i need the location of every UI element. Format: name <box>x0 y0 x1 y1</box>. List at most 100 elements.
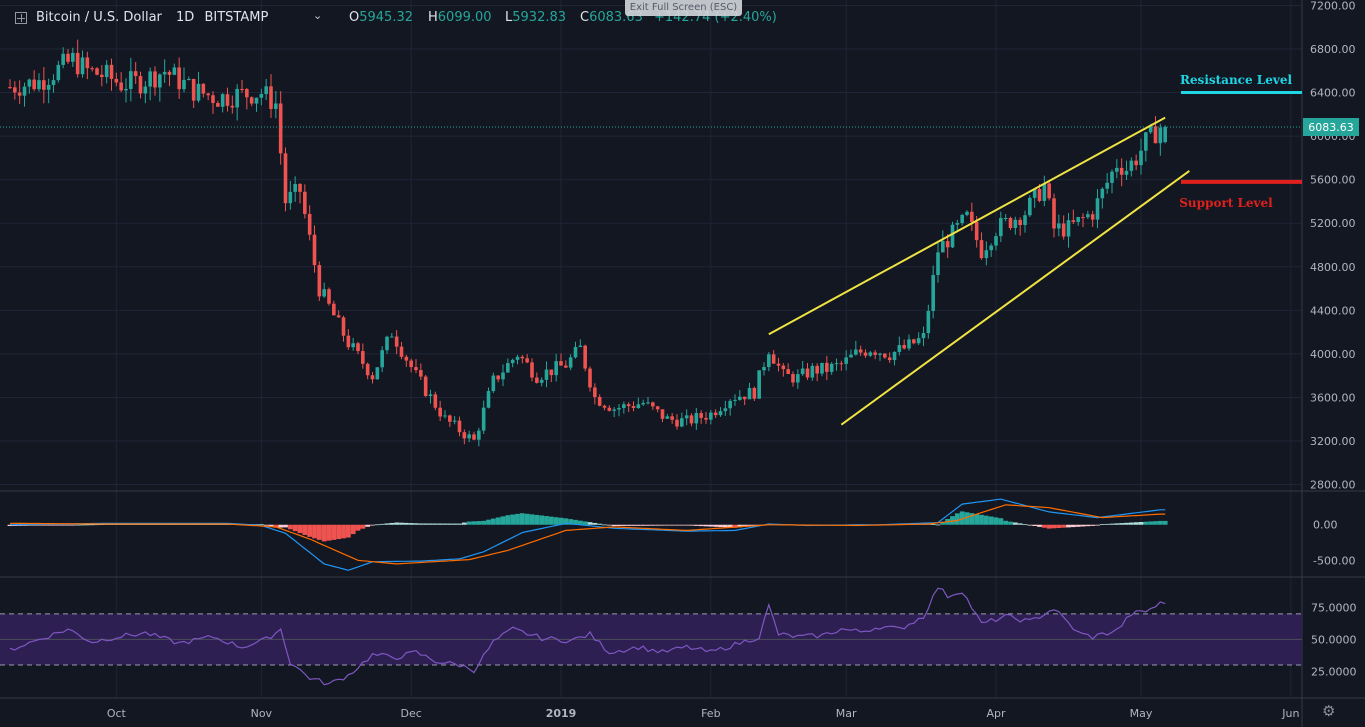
macd-histogram-bar <box>1124 522 1129 525</box>
macd-histogram-bar <box>1143 521 1149 525</box>
candlestick-series[interactable] <box>8 39 1167 447</box>
candle-body <box>191 78 196 101</box>
candle-body <box>631 406 636 408</box>
macd-histogram-bar <box>418 523 424 525</box>
candle-body <box>259 94 264 98</box>
candle-body <box>288 191 293 204</box>
macd-pane[interactable] <box>7 498 1168 571</box>
macd-histogram-bar <box>1027 524 1033 526</box>
macd-histogram-bar <box>432 523 438 525</box>
candle-body <box>162 71 167 75</box>
macd-histogram-bar <box>635 524 641 526</box>
candle-body <box>568 357 573 368</box>
candle-body <box>955 223 960 225</box>
macd-histogram-bar <box>732 524 738 528</box>
macd-histogram-bar <box>587 522 593 525</box>
candle-body <box>916 338 921 344</box>
macd-histogram-bar <box>384 523 390 525</box>
candle-body <box>245 89 249 98</box>
candle-body <box>85 57 90 69</box>
last-price-label: 6083.63 <box>1308 121 1354 134</box>
macd-histogram-bar <box>645 524 651 526</box>
candle-body <box>90 68 94 70</box>
price-tick-label: 4000.00 <box>1310 348 1356 361</box>
exchange-label: BITSTAMP <box>204 10 269 25</box>
macd-histogram-bar <box>563 518 569 525</box>
candle-body <box>829 363 834 372</box>
macd-histogram-bar <box>466 521 472 525</box>
macd-histogram-bar <box>283 524 288 528</box>
macd-histogram-bar <box>292 524 298 532</box>
candle-body <box>892 351 897 361</box>
gear-icon[interactable]: ⚙ <box>1322 702 1336 720</box>
macd-histogram-bar <box>471 521 477 525</box>
macd-histogram-bar <box>75 524 81 526</box>
macd-histogram-bar <box>99 524 105 526</box>
macd-histogram-bar <box>621 524 627 526</box>
macd-histogram-bar <box>1157 520 1163 525</box>
macd-histogram-bar <box>1138 522 1144 525</box>
macd-histogram-bar <box>950 516 955 525</box>
macd-line <box>10 498 1166 571</box>
macd-histogram-bar <box>379 523 385 525</box>
candle-body <box>578 345 583 348</box>
macd-histogram-bar <box>437 523 443 525</box>
interval-label: 1D <box>176 10 195 25</box>
macd-histogram-bar <box>935 524 941 526</box>
candle-body <box>491 375 496 392</box>
candle-body <box>501 372 505 380</box>
candle-body <box>477 430 481 440</box>
candle-body <box>887 357 892 361</box>
plus-square-icon[interactable] <box>15 12 27 24</box>
macd-histogram-bar <box>597 523 603 525</box>
candle-body <box>1057 223 1061 229</box>
candle-body <box>230 105 235 108</box>
candle-body <box>332 303 336 316</box>
macd-histogram-bar <box>611 524 617 527</box>
candle-body <box>472 434 476 440</box>
macd-histogram-bar <box>1017 523 1023 525</box>
candle-body <box>912 339 916 344</box>
macd-histogram-bar <box>89 524 95 526</box>
candle-body <box>1119 167 1124 175</box>
macd-histogram-bar <box>80 524 85 526</box>
macd-histogram-bar <box>1070 524 1076 528</box>
candle-body <box>554 361 558 376</box>
macd-histogram-bar <box>457 523 462 525</box>
candle-body <box>1037 188 1042 201</box>
macd-histogram-bar <box>70 524 76 526</box>
macd-histogram-bar <box>1061 524 1067 528</box>
candle-body <box>1086 214 1090 218</box>
candle-body <box>481 407 486 431</box>
candle-body <box>660 409 665 419</box>
exit-fullscreen-button[interactable]: Exit Full Screen (ESC) <box>625 0 742 16</box>
symbol-info[interactable]: Bitcoin / U.S. Dollar 1D BITSTAMP <box>36 10 268 25</box>
macd-histogram-bar <box>307 524 313 537</box>
candle-body <box>462 432 467 439</box>
macd-histogram-bar <box>1119 523 1125 525</box>
macd-histogram-bar <box>1041 524 1047 528</box>
candle-body <box>931 274 935 311</box>
macd-histogram-bar <box>403 522 409 525</box>
rsi-pane[interactable] <box>0 587 1302 686</box>
macd-histogram-bar <box>447 523 453 525</box>
chevron-down-icon[interactable]: ⌄ <box>313 9 323 22</box>
candle-body <box>738 396 742 400</box>
candle-body <box>220 94 225 107</box>
candle-body <box>100 74 104 78</box>
macd-histogram-bar <box>582 521 588 525</box>
macd-histogram-bar <box>979 514 984 525</box>
candle-body <box>201 83 206 94</box>
candle-body <box>781 365 786 370</box>
candle-body <box>351 343 355 348</box>
wedge-trendline[interactable] <box>840 170 1190 426</box>
macd-histogram-bar <box>1080 524 1086 527</box>
candle-body <box>124 88 128 91</box>
macd-histogram-bar <box>1066 524 1071 528</box>
candle-body <box>684 415 689 419</box>
candle-body <box>651 402 655 407</box>
wedge-trendline[interactable] <box>768 116 1166 336</box>
candle-body <box>365 363 370 376</box>
candle-body <box>641 402 645 405</box>
